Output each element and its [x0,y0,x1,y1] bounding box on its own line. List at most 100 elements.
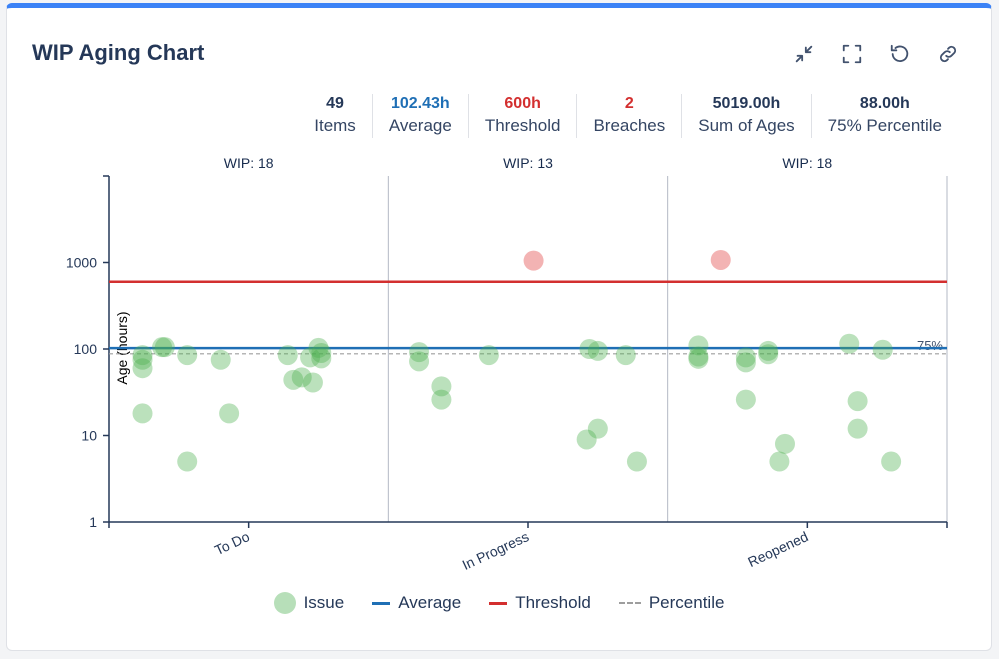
legend-label: Issue [303,593,345,612]
issue-point [688,348,709,369]
wip-aging-scatter-chart: WIP: 18 WIP: 13 WIP: 18 1 10 100 1000 To Do In P… [66,155,948,573]
y-tick-label: 100 [74,341,98,357]
legend-item-issue[interactable]: Issue [273,592,345,614]
issue-point [872,339,893,360]
issue-point [758,344,779,365]
wip-count-label: WIP: 18 [782,155,832,171]
issue-marker-icon [273,592,296,614]
issue-point [177,451,198,472]
issue-point [769,451,790,472]
issue-point [735,352,756,373]
stat-value: 88.00h [859,95,910,112]
percentile-line-icon [618,602,641,604]
legend-item-threshold[interactable]: Threshold [489,592,591,614]
fullscreen-icon [842,44,862,64]
y-tick-label: 1000 [66,255,97,271]
stat-items: 49 Items [298,94,372,138]
issue-point [847,391,868,412]
issue-point [283,369,304,390]
legend-label: Average [398,593,462,612]
wip-count-label: WIP: 13 [503,155,553,171]
x-category-label: To Do [212,528,252,558]
issue-point [735,389,756,410]
stat-label: 75% Percentile [827,116,942,135]
x-category-label: Reopened [745,528,810,570]
threshold-line-icon [489,601,508,605]
stat-value: 5019.00h [712,95,781,112]
issue-point [409,351,430,372]
issue-point [152,337,173,358]
stat-label: Items [314,116,356,135]
stat-value: 102.43h [390,95,450,112]
link-icon [939,45,957,63]
y-tick-label: 10 [81,428,97,444]
legend-label: Percentile [648,593,725,612]
issue-point [291,367,312,388]
percentile-label: 75% [917,338,943,353]
issue-point [132,358,153,379]
page-title: WIP Aging Chart [32,40,205,65]
link-button[interactable] [935,41,961,67]
stat-value: 600h [504,95,541,112]
fullscreen-button[interactable] [839,41,865,67]
toolbar [791,41,961,67]
chart-legend: Issue Average Threshold Percentile [7,592,991,614]
issue-point [587,340,608,361]
issue-point [478,345,499,366]
average-line-icon [372,601,391,605]
issue-point [409,342,430,363]
stat-label: Breaches [593,116,666,135]
stat-sum-of-ages: 5019.00h Sum of Ages [681,94,810,138]
stat-label: Average [388,116,452,135]
stat-average: 102.43h Average [371,94,468,138]
issue-point [308,337,329,358]
stat-value: 49 [326,95,344,112]
refresh-icon [890,44,909,63]
issue-point [839,333,860,354]
breach-point [523,250,544,271]
summary-stats: 49 Items 102.43h Average 600h Threshold … [298,94,958,138]
stat-percentile: 88.00h 75% Percentile [810,94,958,138]
issue-point [576,429,597,450]
issue-point [311,342,332,363]
collapse-icon [795,45,813,63]
issue-point [210,349,231,370]
wip-count-label: WIP: 18 [224,155,274,171]
breach-point [710,249,731,270]
legend-item-average[interactable]: Average [372,592,461,614]
issue-point [311,348,332,369]
stat-label: Threshold [484,116,561,135]
issue-point [132,403,153,424]
issue-point [774,433,795,454]
issue-point [431,389,452,410]
x-category-label: In Progress [460,528,532,573]
stat-breaches: 2 Breaches [576,94,681,138]
issue-point [132,345,153,366]
issue-point [688,346,709,367]
stat-value: 2 [624,95,634,112]
y-tick-label: 1 [89,514,97,530]
wip-aging-card: WIP Aging Chart 49 Ite [6,3,992,651]
refresh-button[interactable] [887,41,913,67]
collapse-button[interactable] [791,41,817,67]
issue-point [579,339,600,359]
legend-label: Threshold [515,593,591,612]
issue-point [154,337,175,358]
issue-point [688,335,709,356]
stat-label: Sum of Ages [698,116,795,135]
issue-point [615,345,636,366]
issue-point [881,451,902,472]
issue-point [587,418,608,439]
issue-point [758,340,779,361]
issue-point [300,347,321,368]
stat-threshold: 600h Threshold [467,94,577,138]
issue-point [626,451,647,472]
issue-point [431,376,452,397]
issue-point [177,345,198,366]
issue-point [302,372,323,393]
issue-point [277,345,298,366]
legend-item-percentile[interactable]: Percentile [618,592,725,614]
issue-point [847,418,868,439]
issue-point [219,403,240,424]
issue-point [132,349,153,370]
